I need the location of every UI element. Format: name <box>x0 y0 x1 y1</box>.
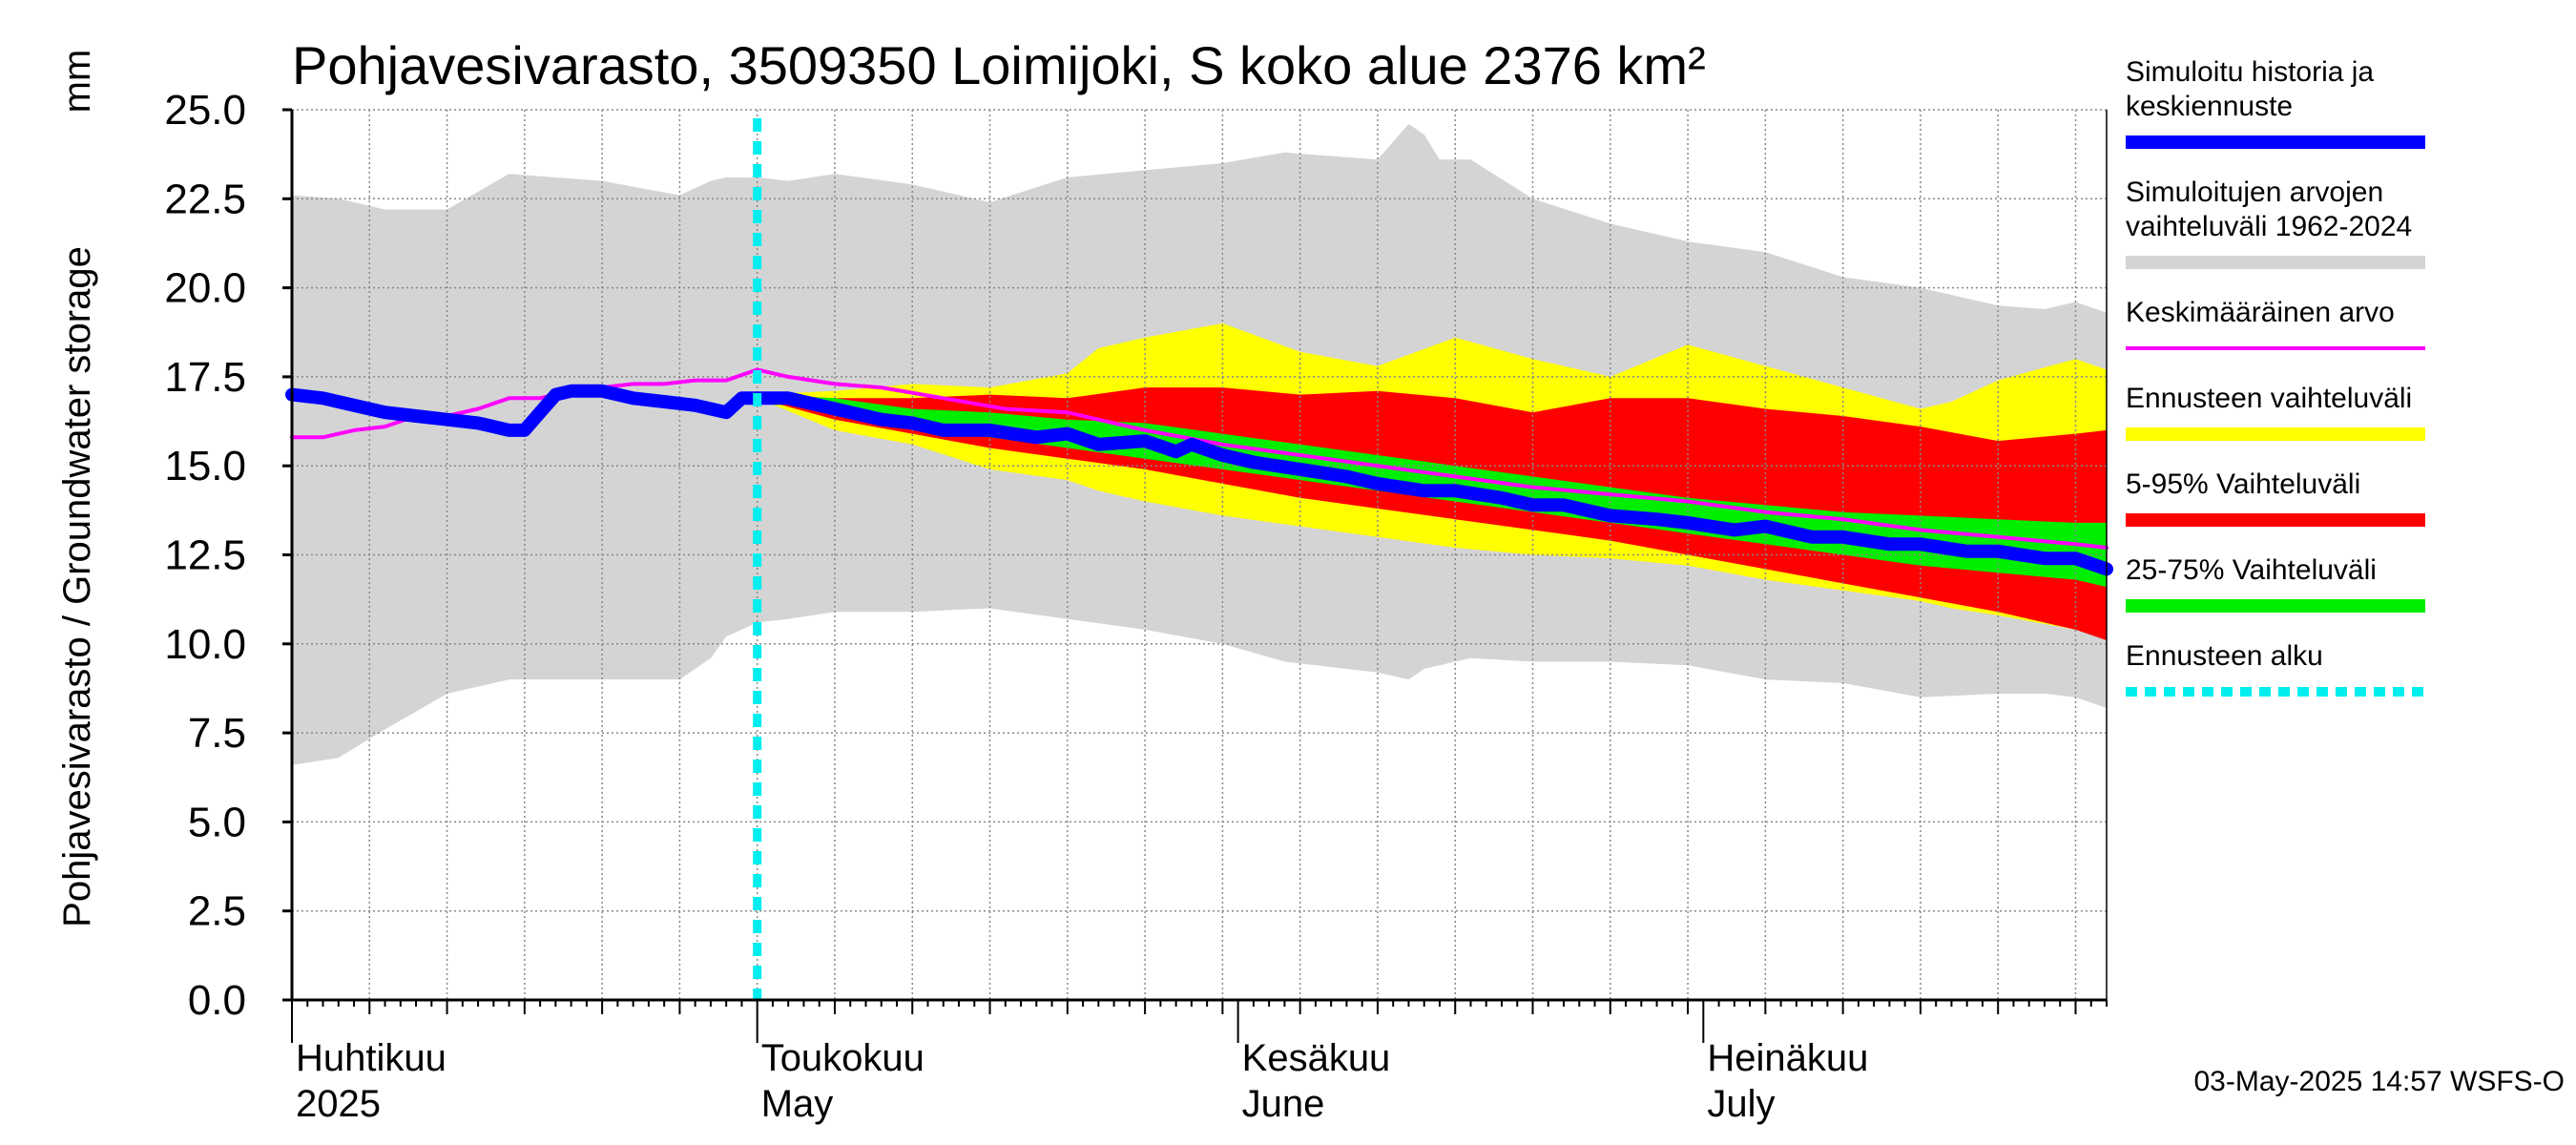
legend-label: keskiennuste <box>2126 91 2293 122</box>
legend-item: 5-95% Vaihteluväli <box>2126 468 2425 527</box>
y-tick-label: 0.0 <box>188 977 246 1024</box>
legend: Simuloitu historia jakeskiennusteSimuloi… <box>2126 56 2425 697</box>
legend-item: Ennusteen vaihteluväli <box>2126 383 2425 441</box>
y-tick-label: 15.0 <box>164 443 246 489</box>
y-tick-label: 12.5 <box>164 532 246 579</box>
y-axis-unit: mm <box>56 50 98 114</box>
y-tick-label: 22.5 <box>164 176 246 222</box>
mean-line <box>290 367 2109 550</box>
legend-label: Keskimääräinen arvo <box>2126 297 2395 328</box>
legend-item: Keskimääräinen arvo <box>2126 297 2425 350</box>
legend-label: 25-75% Vaihteluväli <box>2126 554 2377 586</box>
month-sublabel: June <box>1242 1083 1325 1125</box>
legend-label: vaihteluväli 1962-2024 <box>2126 211 2412 242</box>
month-label: Huhtikuu <box>296 1037 447 1079</box>
legend-label: 5-95% Vaihteluväli <box>2126 468 2360 500</box>
legend-label: Simuloitu historia ja <box>2126 56 2374 88</box>
y-tick-label: 10.0 <box>164 621 246 668</box>
y-tick-label: 2.5 <box>188 888 246 935</box>
y-tick-label: 5.0 <box>188 799 246 845</box>
month-label: Kesäkuu <box>1242 1037 1391 1079</box>
axes: 0.0 2.5 5.0 7.5 10.0 12.5 15.0 17.5 20.0 22.5 25.0… <box>164 87 2108 1125</box>
legend-label: Ennusteen alku <box>2126 640 2323 672</box>
y-tick-label: 17.5 <box>164 354 246 401</box>
month-sublabel: July <box>1707 1083 1775 1125</box>
chart-title: Pohjavesivarasto, 3509350 Loimijoki, S k… <box>292 35 1706 95</box>
legend-item: 25-75% Vaihteluväli <box>2126 554 2425 613</box>
month-sublabel: 2025 <box>296 1083 381 1125</box>
median-forecast-line <box>285 384 2113 576</box>
month-label: Heinäkuu <box>1707 1037 1868 1079</box>
legend-label: Ennusteen vaihteluväli <box>2126 383 2412 414</box>
month-label: Toukokuu <box>761 1037 924 1079</box>
y-axis-label: Pohjavesivarasto / Groundwater storage <box>56 246 98 927</box>
series-lines <box>285 118 2113 1000</box>
y-tick-label: 20.0 <box>164 265 246 312</box>
timestamp-footer: 03-May-2025 14:57 WSFS-O <box>2194 1066 2566 1097</box>
legend-item: Ennusteen alku <box>2126 640 2425 697</box>
legend-label: Simuloitujen arvojen <box>2126 177 2383 208</box>
month-sublabel: May <box>761 1083 834 1125</box>
y-tick-label: 25.0 <box>164 87 246 134</box>
y-tick-label: 7.5 <box>188 710 246 757</box>
